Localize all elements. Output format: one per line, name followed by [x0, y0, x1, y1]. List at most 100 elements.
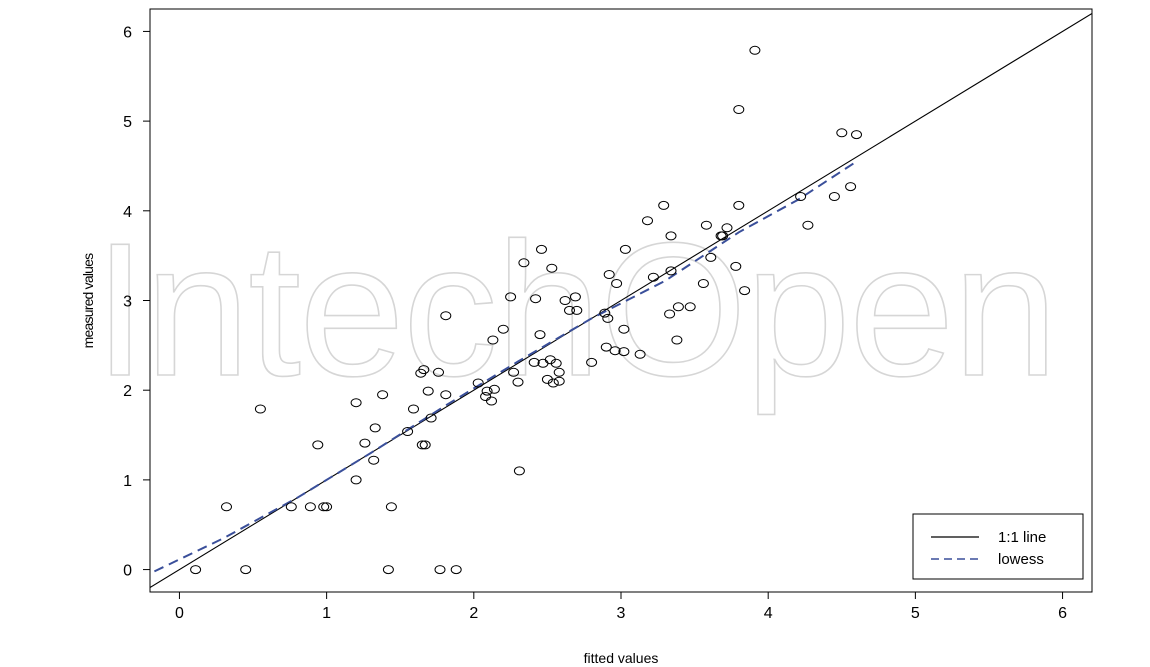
data-point — [664, 309, 676, 319]
data-point — [634, 349, 646, 359]
identity-line — [150, 13, 1092, 588]
data-point — [671, 335, 683, 345]
data-point — [618, 347, 630, 357]
data-point — [564, 305, 575, 315]
axis-ticks: 0 1 2 3 4 5 6 0 1 2 3 4 5 6 — [123, 24, 1067, 622]
data-point — [190, 565, 202, 575]
data-point — [486, 396, 497, 406]
data-point — [312, 440, 324, 450]
data-point — [721, 223, 733, 233]
data-point — [481, 386, 493, 396]
data-point — [382, 565, 394, 575]
data-point — [480, 392, 492, 401]
data-point — [440, 390, 452, 400]
fit-lines — [150, 13, 1092, 588]
data-point — [730, 261, 742, 271]
data-point — [795, 192, 807, 201]
data-point — [600, 342, 612, 352]
data-point — [368, 455, 380, 465]
data-point — [658, 200, 670, 210]
data-point — [802, 220, 814, 230]
data-point — [599, 308, 611, 318]
data-point — [350, 475, 362, 485]
data-point — [321, 502, 333, 512]
data-point — [304, 502, 316, 512]
data-point — [440, 311, 452, 321]
x-tick-label: 6 — [1058, 605, 1067, 622]
data-point — [851, 130, 862, 140]
data-point — [402, 427, 414, 436]
legend-box — [912, 513, 1084, 580]
data-point — [359, 438, 371, 448]
data-point — [619, 244, 631, 254]
data-point — [497, 324, 509, 334]
y-tick-label: 4 — [123, 204, 132, 221]
legend-label-lowess: lowess — [998, 551, 1044, 568]
data-point — [672, 302, 684, 312]
data-point — [609, 346, 621, 356]
data-point — [425, 413, 437, 423]
data-point — [285, 502, 297, 512]
data-point — [350, 398, 362, 408]
data-point — [488, 384, 500, 394]
data-point — [611, 279, 623, 288]
x-tick-label: 5 — [911, 605, 920, 622]
x-tick-label: 3 — [617, 605, 626, 622]
data-point — [642, 216, 653, 226]
data-point — [528, 357, 540, 367]
data-point — [518, 258, 530, 268]
data-point — [733, 200, 745, 210]
data-point — [418, 365, 430, 375]
data-point — [602, 313, 614, 323]
data-point — [717, 231, 729, 241]
data-point — [472, 378, 484, 388]
data-point — [487, 335, 499, 345]
data-point — [845, 182, 857, 192]
data-point — [254, 404, 266, 414]
y-axis-label: measured values — [80, 253, 96, 348]
y-tick-label: 1 — [123, 473, 132, 490]
data-point — [221, 502, 232, 512]
legend: 1:1 line lowess — [912, 513, 1084, 580]
data-point — [700, 220, 712, 230]
data-point — [647, 272, 659, 282]
data-point — [586, 357, 598, 367]
data-point — [377, 390, 389, 400]
data-point — [433, 367, 444, 377]
x-tick-label: 2 — [469, 605, 478, 622]
data-point — [739, 286, 751, 296]
data-point — [559, 296, 571, 305]
data-point — [534, 330, 546, 340]
data-point — [665, 266, 677, 276]
data-point — [733, 105, 745, 114]
data-point — [513, 466, 525, 476]
y-tick-label: 6 — [123, 24, 132, 41]
y-tick-label: 3 — [123, 294, 132, 311]
data-point — [450, 565, 462, 575]
data-point — [318, 502, 330, 512]
data-point — [419, 440, 431, 450]
data-point — [665, 231, 677, 241]
data-point — [547, 378, 559, 388]
data-point — [422, 386, 434, 396]
x-tick-label: 1 — [322, 605, 331, 622]
data-point — [240, 565, 252, 575]
data-point — [512, 377, 524, 387]
data-point — [416, 440, 428, 450]
lowess-line — [153, 160, 858, 573]
data-point — [836, 128, 848, 138]
data-point — [697, 279, 709, 288]
data-point — [705, 252, 717, 262]
watermark-text: IntechOpen — [94, 204, 1056, 416]
data-point — [569, 292, 581, 302]
data-point — [553, 376, 565, 386]
data-point — [369, 423, 381, 433]
y-tick-label: 5 — [123, 114, 132, 131]
x-tick-label: 0 — [175, 605, 184, 622]
data-point — [618, 324, 630, 334]
x-axis-label: fitted values — [584, 650, 659, 666]
data-point — [385, 502, 397, 512]
data-point — [536, 244, 547, 254]
data-point — [684, 302, 696, 312]
